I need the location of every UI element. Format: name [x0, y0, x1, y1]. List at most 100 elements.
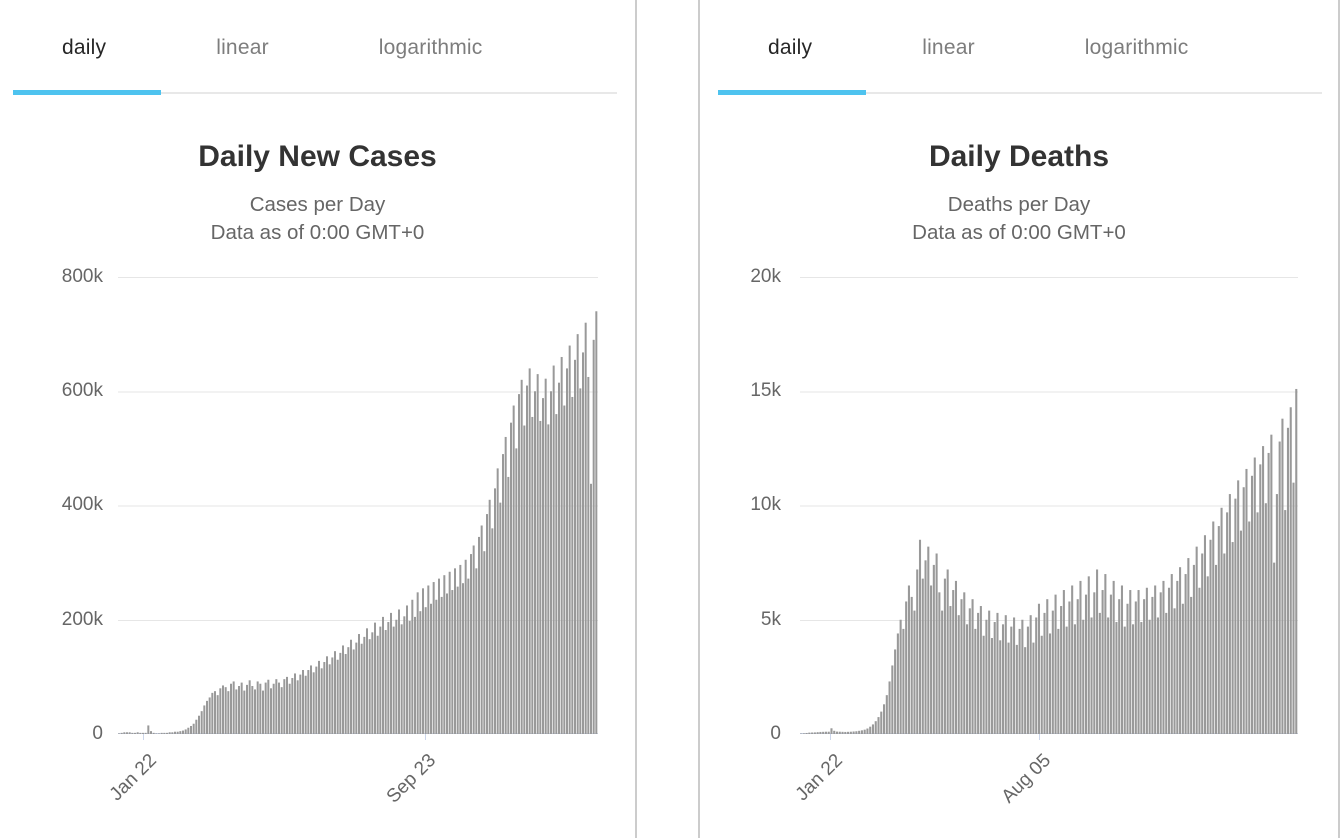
- bar[interactable]: [328, 664, 331, 734]
- bar[interactable]: [1281, 418, 1284, 734]
- bar[interactable]: [1209, 539, 1212, 734]
- bar[interactable]: [860, 730, 863, 734]
- bar[interactable]: [1024, 647, 1027, 734]
- bar[interactable]: [435, 599, 438, 734]
- bar[interactable]: [1054, 594, 1057, 734]
- bar[interactable]: [238, 686, 240, 734]
- bar[interactable]: [240, 682, 243, 734]
- bar[interactable]: [1165, 612, 1168, 734]
- bar[interactable]: [214, 691, 216, 734]
- bar[interactable]: [902, 628, 905, 734]
- bar[interactable]: [131, 732, 134, 734]
- bar[interactable]: [443, 575, 446, 734]
- bar[interactable]: [179, 731, 182, 734]
- bar[interactable]: [510, 422, 512, 734]
- bar[interactable]: [286, 676, 288, 735]
- bar[interactable]: [1190, 596, 1193, 734]
- bar[interactable]: [855, 731, 858, 734]
- bar[interactable]: [582, 352, 584, 734]
- bar[interactable]: [376, 635, 379, 734]
- daily-deaths-chart[interactable]: [800, 277, 1298, 740]
- bar[interactable]: [243, 690, 246, 734]
- bar[interactable]: [430, 603, 432, 734]
- bar[interactable]: [400, 624, 403, 734]
- bar[interactable]: [526, 385, 528, 734]
- bar[interactable]: [949, 606, 952, 734]
- bar[interactable]: [528, 368, 531, 734]
- bar[interactable]: [1101, 590, 1104, 734]
- bar[interactable]: [1013, 617, 1016, 734]
- bar[interactable]: [1245, 468, 1248, 734]
- bar[interactable]: [1115, 622, 1118, 734]
- tab-linear[interactable]: linear: [922, 36, 975, 59]
- bar[interactable]: [968, 608, 971, 734]
- bar[interactable]: [382, 616, 384, 734]
- bar[interactable]: [1062, 590, 1065, 734]
- bar[interactable]: [1151, 596, 1154, 734]
- bar[interactable]: [1087, 576, 1090, 734]
- tab-daily[interactable]: daily: [768, 36, 813, 59]
- bar[interactable]: [1253, 457, 1256, 734]
- bar[interactable]: [203, 705, 206, 734]
- bar[interactable]: [990, 638, 993, 734]
- bar[interactable]: [974, 628, 977, 734]
- bar[interactable]: [966, 624, 969, 734]
- bar[interactable]: [224, 687, 227, 734]
- bar[interactable]: [414, 616, 416, 734]
- bar[interactable]: [896, 633, 899, 734]
- bar[interactable]: [307, 670, 310, 734]
- bar[interactable]: [406, 605, 408, 734]
- bar[interactable]: [312, 672, 315, 735]
- bar[interactable]: [267, 679, 270, 734]
- bar[interactable]: [358, 634, 360, 734]
- bar[interactable]: [1242, 487, 1245, 734]
- bar[interactable]: [883, 704, 886, 735]
- bar[interactable]: [894, 649, 897, 734]
- bar[interactable]: [592, 339, 595, 734]
- bar[interactable]: [323, 662, 326, 734]
- bar[interactable]: [568, 345, 571, 734]
- bar[interactable]: [1026, 626, 1029, 734]
- bar[interactable]: [1096, 569, 1099, 734]
- bar[interactable]: [999, 640, 1002, 734]
- bar[interactable]: [871, 724, 875, 734]
- bar[interactable]: [280, 687, 283, 734]
- bar[interactable]: [1278, 441, 1281, 734]
- bar[interactable]: [576, 334, 579, 735]
- bar[interactable]: [813, 732, 816, 734]
- bar[interactable]: [841, 731, 844, 734]
- bar[interactable]: [924, 560, 927, 734]
- bar[interactable]: [1159, 592, 1162, 734]
- bar[interactable]: [347, 647, 350, 734]
- bar[interactable]: [254, 689, 256, 734]
- bar[interactable]: [1217, 526, 1220, 734]
- bar[interactable]: [390, 612, 392, 734]
- bar[interactable]: [869, 726, 872, 734]
- bar[interactable]: [988, 610, 991, 734]
- bar[interactable]: [1021, 619, 1024, 734]
- bar[interactable]: [419, 611, 422, 734]
- bar[interactable]: [816, 732, 819, 734]
- bar[interactable]: [416, 592, 419, 734]
- bar[interactable]: [1292, 482, 1295, 734]
- bar[interactable]: [550, 391, 552, 734]
- bar[interactable]: [446, 593, 448, 734]
- bar[interactable]: [1179, 567, 1182, 734]
- bar[interactable]: [1145, 587, 1148, 734]
- bar[interactable]: [128, 732, 131, 734]
- bar[interactable]: [1195, 546, 1198, 734]
- bar[interactable]: [371, 632, 374, 734]
- bar[interactable]: [512, 405, 515, 734]
- bar[interactable]: [1004, 615, 1007, 734]
- bar[interactable]: [155, 733, 158, 734]
- bar[interactable]: [1007, 642, 1010, 734]
- bar[interactable]: [480, 525, 483, 734]
- bar[interactable]: [1237, 480, 1240, 734]
- bar[interactable]: [1123, 626, 1126, 734]
- bar[interactable]: [310, 665, 312, 734]
- bar[interactable]: [563, 405, 566, 734]
- bar[interactable]: [206, 700, 208, 734]
- bar[interactable]: [1018, 628, 1021, 734]
- bar[interactable]: [1140, 622, 1143, 734]
- bar[interactable]: [1212, 521, 1215, 734]
